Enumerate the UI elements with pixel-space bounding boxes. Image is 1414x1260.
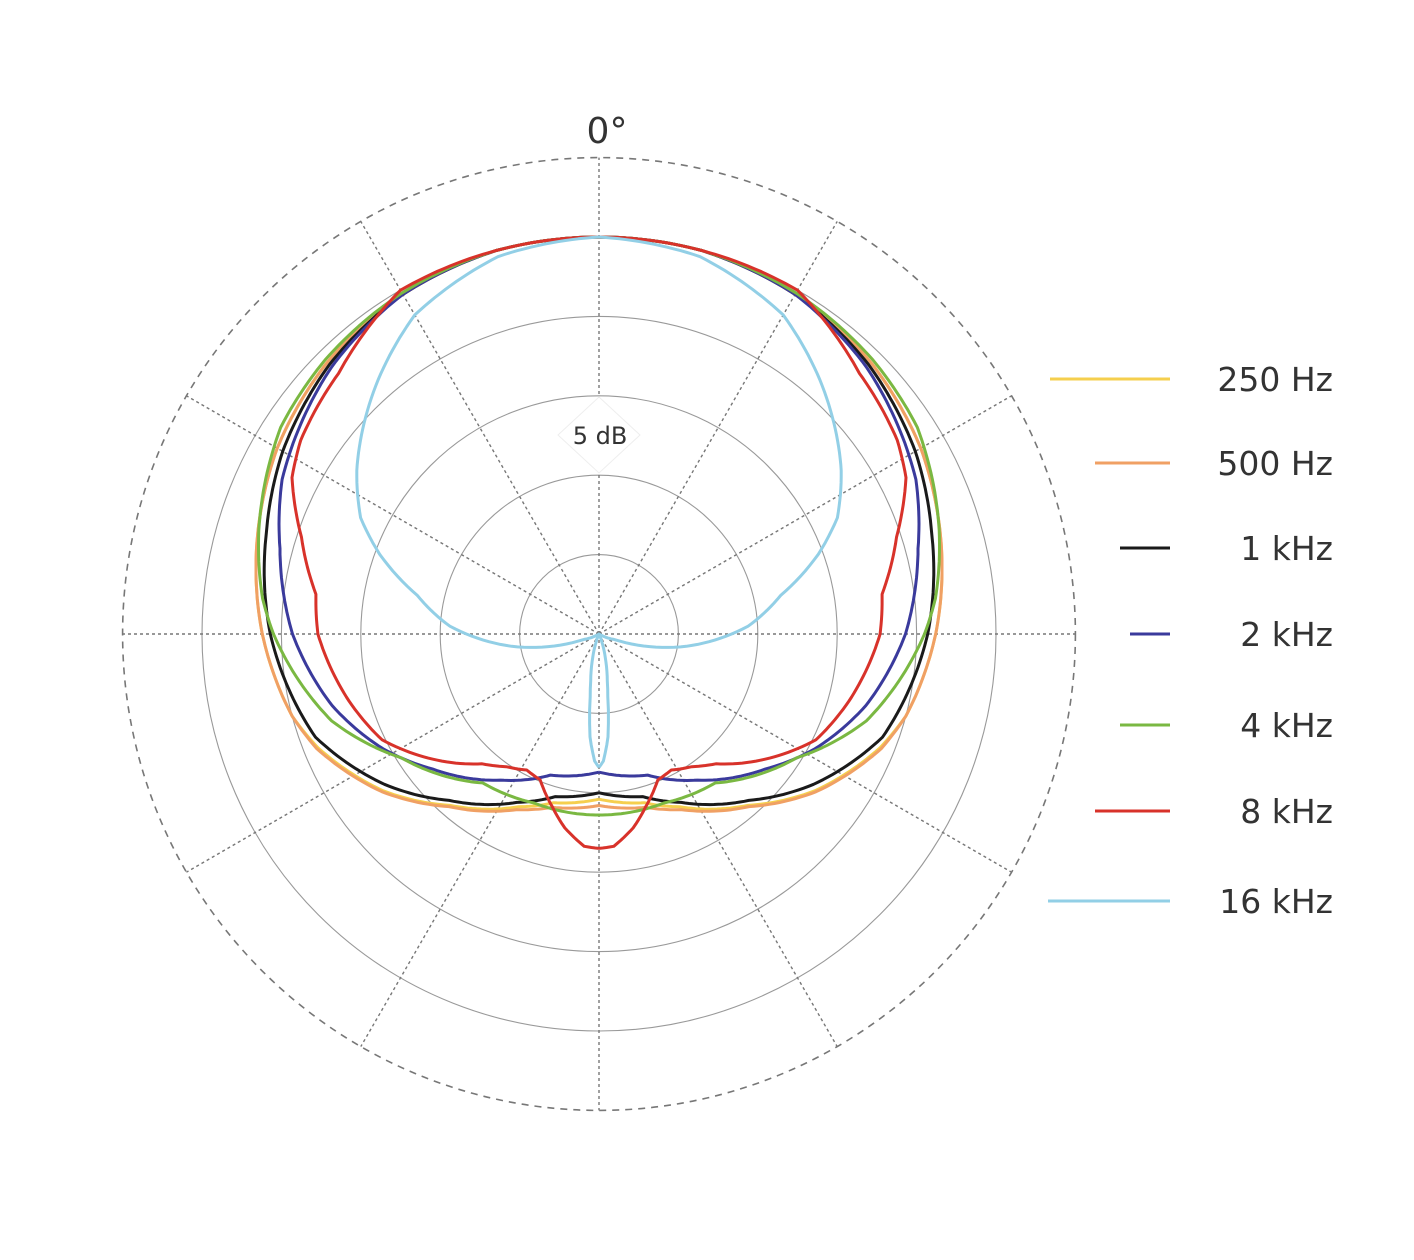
legend-label-2-khz: 2 kHz [1240,615,1333,654]
legend-label-4-khz: 4 kHz [1240,706,1333,745]
grid-spoke [598,395,1012,635]
grid-spoke [360,633,600,1047]
legend-label-16-khz: 16 kHz [1219,882,1333,921]
grid-spoke [598,633,838,1047]
scale-label: 5 dB [573,422,628,450]
angle-label-0: 0° [587,111,628,152]
grid-spoke [186,395,600,635]
grid-ring [360,395,838,873]
legend-label-500-hz: 500 Hz [1217,444,1333,483]
series-line-16-khz [355,235,843,769]
scale-label-background [557,396,641,474]
grid-ring [280,315,918,953]
legend-label-250-hz: 250 Hz [1217,360,1333,399]
series-curves [254,235,944,850]
polar-grid [121,156,1077,1112]
scale-label-group: 5 dB [557,396,641,474]
grid-spoke [598,633,1012,873]
legend: 250 Hz 500 Hz 1 kHz 2 kHz 4 kHz 8 kHz 16 kHz [1048,360,1333,921]
legend-label-8-khz: 8 kHz [1240,792,1333,831]
legend-label-1-khz: 1 kHz [1240,529,1333,568]
grid-spoke [186,633,600,873]
